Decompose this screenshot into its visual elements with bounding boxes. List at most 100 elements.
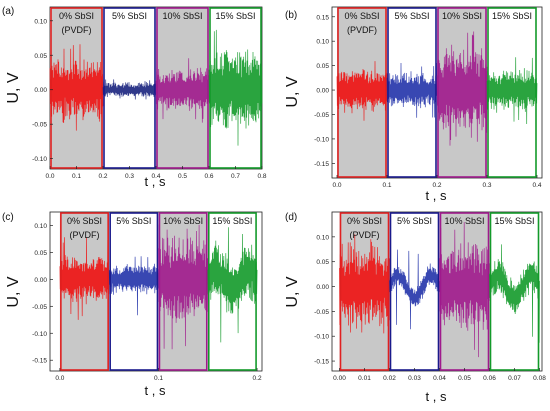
panel-d-xtick-label: 0.02	[383, 375, 396, 382]
panel-b-ytick-label: -0.10	[314, 136, 329, 143]
panel-a-xtick-label: 0.1	[72, 173, 81, 180]
panel-a-series-1-line	[102, 79, 157, 100]
panel-a-xtick-label: 0.8	[257, 173, 266, 180]
panel-a-series-3-line	[208, 29, 263, 146]
panel-c-letter: (c)	[2, 212, 14, 223]
panel-a-ytick-label: -0.05	[32, 122, 47, 129]
panel-b-ylabel: U, V	[284, 76, 301, 107]
panel-b-xtick-label: 0.2	[432, 182, 441, 189]
panel-c-xtick-label: 0.2	[253, 375, 262, 382]
panel-a-xlabel: t , s	[145, 174, 166, 189]
panel-d-ytick-label: 0.05	[316, 259, 329, 266]
panel-d-series-3-label: 15% SbSI	[494, 216, 534, 226]
panel-a-segment-2: 10% SbSI	[155, 7, 210, 169]
panel-c-segment-0-shade	[59, 213, 110, 370]
panel-b-segment-0-box	[337, 7, 387, 178]
panel-d-series-0-label: 0% SbSI	[347, 216, 382, 226]
panel-a-xtick-label: 0.0	[45, 173, 54, 180]
panel-a-ytick-label: 0.00	[34, 87, 47, 94]
panel-b-ytick-label: -0.05	[314, 112, 329, 119]
panel-b-letter: (b)	[285, 10, 297, 21]
panel-b-series-2-label: 10% SbSI	[442, 11, 482, 21]
panel-b-segment-0: 0% SbSI (PVDF)	[336, 7, 388, 178]
panel-a-xtick-label: 0.5	[178, 173, 187, 180]
panel-a-xtick-label: 0.6	[204, 173, 213, 180]
panel-b-ytick-label: 0.00	[316, 88, 329, 95]
panel-a-xtick-label: 0.3	[125, 173, 134, 180]
panel-d-xtick-label: 0.05	[458, 375, 471, 382]
panel-c-segment-3: 15% SbSI	[207, 212, 258, 371]
panel-c-segment-0: 0% SbSI (PVDF)	[59, 212, 110, 371]
panel-a-series-0-label: 0% SbSI	[59, 11, 94, 21]
panel-c-ytick-label: 0.05	[34, 250, 47, 257]
panel-d-series-0-label: (PVDF)	[350, 230, 380, 240]
panel-d-series-1-line	[389, 249, 440, 330]
panel-c-series-2-line	[158, 224, 209, 350]
panel-c-ytick-label: 0.00	[34, 277, 47, 284]
panel-b-segment-3-box	[487, 7, 537, 178]
panel-a-xtick-label: 0.4	[151, 173, 160, 180]
panel-b-series-2-line	[436, 31, 488, 146]
panel-d-ytick-label: 0.00	[316, 284, 329, 291]
panel-a-series-0-line	[49, 44, 104, 131]
panel-c-series-2-label: 10% SbSI	[163, 216, 203, 226]
panel-d: 0% SbSI (PVDF) 5% SbSI 10% SbSI 15% SbSI -0.1…	[284, 211, 546, 404]
panel-b-xtick-label: 0.1	[382, 182, 391, 189]
panel-d-ytick-label: -0.15	[314, 359, 329, 366]
panel-a-ytick-label: -0.10	[32, 156, 47, 163]
panel-d-xtick-label: 0.07	[508, 375, 521, 382]
panel-b-ytick-label: 0.10	[316, 39, 329, 46]
panel-a-ytick-label: 0.10	[34, 18, 47, 25]
panel-d-segment-2: 10% SbSI	[439, 212, 490, 371]
panel-d-xtick-label: 0.03	[408, 375, 421, 382]
panel-d-ytick-label: -0.10	[314, 334, 329, 341]
panel-c-segment-2-box	[158, 212, 208, 371]
panel-a-xtick-label: 0.2	[98, 173, 107, 180]
panel-b-series-3-line	[486, 57, 538, 125]
panel-b-series-0-label: 0% SbSI	[344, 11, 379, 21]
panel-c-xtick-label: 0.0	[55, 375, 64, 382]
panel-a-letter: (a)	[2, 6, 14, 17]
panel-b-segment-3: 15% SbSI	[486, 7, 538, 178]
panel-d-ytick-label: -0.05	[314, 309, 329, 316]
panel-c-series-1-label: 5% SbSI	[116, 216, 151, 226]
panel-c-series-0-line	[59, 237, 110, 320]
panel-b-ytick-label: 0.05	[316, 63, 329, 70]
panel-d-xtick-label: 0.01	[358, 375, 371, 382]
panel-b-segment-1: 5% SbSI	[386, 7, 438, 178]
panel-b-segment-1-box	[387, 7, 437, 178]
panel-d-ylabel: U, V	[284, 276, 301, 307]
panel-d-series-2-line	[439, 222, 490, 358]
panel-c-ytick-label: -0.05	[32, 304, 47, 311]
panel-a-series-0-label: (PVDF)	[62, 25, 92, 35]
panel-c-segment-1: 5% SbSI	[108, 212, 159, 371]
panel-c-ylabel: U, V	[5, 276, 22, 307]
panel-c-series-3-label: 15% SbSI	[212, 216, 252, 226]
panel-b-segment-2: 10% SbSI	[436, 7, 488, 178]
panel-b-series-1-line	[386, 62, 438, 118]
panel-a-segment-0: 0% SbSI (PVDF)	[49, 7, 104, 169]
panel-c: 0% SbSI (PVDF) 5% SbSI 10% SbSI 15% SbSI -0.1…	[2, 211, 263, 398]
panel-a-series-1-label: 5% SbSI	[112, 11, 147, 21]
panel-d-ytick-label: 0.10	[316, 234, 329, 241]
panel-b-series-3-label: 15% SbSI	[492, 11, 532, 21]
panel-d-series-2-label: 10% SbSI	[444, 216, 484, 226]
panel-d-xtick-label: 0.00	[333, 375, 346, 382]
panel-b-series-1-label: 5% SbSI	[394, 11, 429, 21]
panel-a-ytick-label: 0.05	[34, 53, 47, 60]
panel-c-series-0-label: 0% SbSI	[67, 216, 102, 226]
panel-c-series-0-label: (PVDF)	[70, 230, 100, 240]
panel-d-xtick-label: 0.06	[483, 375, 496, 382]
panel-c-ytick-label: 0.10	[34, 223, 47, 230]
panel-b-ytick-label: -0.15	[314, 161, 329, 168]
panel-c-segment-1-box	[109, 212, 159, 371]
panel-c-ytick-label: -0.10	[32, 331, 47, 338]
panel-d-xlabel: t , s	[426, 389, 447, 404]
panel-d-series-3-line	[489, 244, 540, 343]
panel-d-series-0-line	[339, 234, 390, 334]
panel-c-segment-2: 10% SbSI	[158, 212, 209, 371]
panel-d-xtick-label: 0.04	[433, 375, 446, 382]
panel-d-series-1-label: 5% SbSI	[397, 216, 432, 226]
panel-b-xlabel: t , s	[426, 188, 447, 203]
